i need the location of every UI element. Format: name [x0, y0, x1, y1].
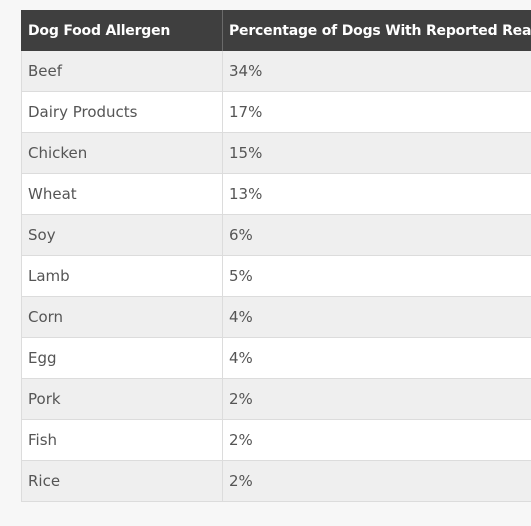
cell-allergen: Beef	[21, 51, 223, 92]
allergen-table-container: Dog Food Allergen Percentage of Dogs Wit…	[21, 10, 531, 502]
cell-allergen: Lamb	[21, 255, 223, 297]
table-row: Beef 34%	[21, 51, 531, 92]
table-row: Pork 2%	[21, 378, 531, 420]
cell-percentage: 13%	[222, 173, 531, 215]
table-row: Dairy Products 17%	[21, 91, 531, 133]
header-percentage: Percentage of Dogs With Reported Reactio…	[222, 10, 531, 51]
cell-allergen: Corn	[21, 296, 223, 338]
cell-allergen: Chicken	[21, 132, 223, 174]
allergen-table: Dog Food Allergen Percentage of Dogs Wit…	[21, 10, 531, 502]
table-row: Corn 4%	[21, 296, 531, 338]
table-row: Soy 6%	[21, 214, 531, 256]
header-allergen: Dog Food Allergen	[21, 10, 223, 51]
table-row: Rice 2%	[21, 460, 531, 502]
cell-allergen: Rice	[21, 460, 223, 502]
cell-percentage: 2%	[222, 460, 531, 502]
cell-allergen: Egg	[21, 337, 223, 379]
cell-allergen: Soy	[21, 214, 223, 256]
table-row: Chicken 15%	[21, 132, 531, 174]
cell-allergen: Dairy Products	[21, 91, 223, 133]
cell-percentage: 2%	[222, 378, 531, 420]
table-row: Egg 4%	[21, 337, 531, 379]
cell-allergen: Pork	[21, 378, 223, 420]
cell-percentage: 34%	[222, 51, 531, 92]
table-row: Wheat 13%	[21, 173, 531, 215]
cell-percentage: 4%	[222, 337, 531, 379]
cell-percentage: 17%	[222, 91, 531, 133]
cell-allergen: Fish	[21, 419, 223, 461]
cell-allergen: Wheat	[21, 173, 223, 215]
cell-percentage: 15%	[222, 132, 531, 174]
table-row: Fish 2%	[21, 419, 531, 461]
table-header-row: Dog Food Allergen Percentage of Dogs Wit…	[21, 10, 531, 51]
cell-percentage: 6%	[222, 214, 531, 256]
cell-percentage: 4%	[222, 296, 531, 338]
cell-percentage: 5%	[222, 255, 531, 297]
cell-percentage: 2%	[222, 419, 531, 461]
table-row: Lamb 5%	[21, 255, 531, 297]
